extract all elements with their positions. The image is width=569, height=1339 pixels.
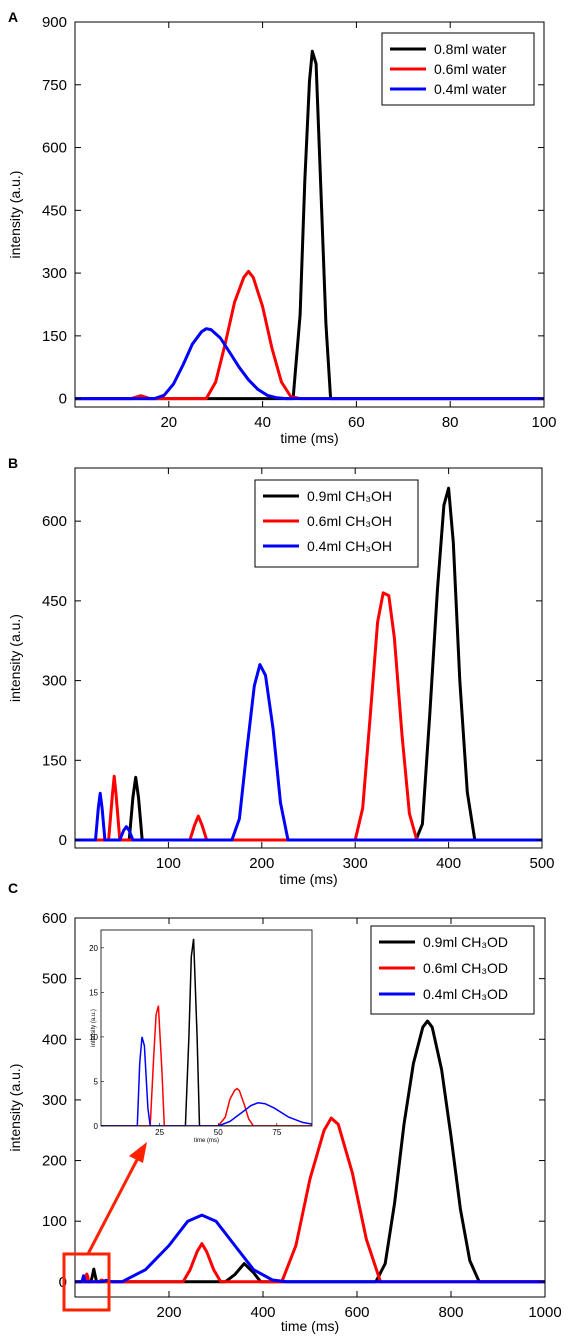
legend-label: 0.9ml CH₃OH	[307, 488, 392, 504]
zoom-highlight-box	[62, 1252, 111, 1312]
x-axis-title: time (ms)	[280, 430, 338, 446]
inset-series-line-3	[101, 1036, 312, 1126]
series-line-3	[75, 1213, 545, 1284]
y-tick-label: 200	[42, 1153, 67, 1170]
panel-B: B 0 150 300 450 600 100 200 300 400 500 time (ms) in…	[7, 455, 555, 887]
y-tick-label: 450	[42, 202, 67, 219]
inset-x-tick-label: 50	[214, 1128, 223, 1137]
x-axis-title: time (ms)	[281, 1318, 339, 1334]
inset-series-line-2	[101, 1005, 312, 1126]
panel-letter: A	[8, 9, 18, 25]
plot-frame	[74, 917, 546, 1298]
x-tick-label: 40	[254, 414, 271, 431]
zoom-annotation	[62, 1142, 147, 1312]
x-tick-label: 20	[160, 414, 177, 431]
legend-label: 0.4ml CH₃OD	[423, 986, 508, 1002]
y-axis-title: intensity (a.u.)	[7, 614, 23, 702]
plot-frame	[74, 21, 545, 408]
x-tick-label: 200	[156, 1304, 181, 1321]
y-tick-label: 100	[42, 1213, 67, 1230]
y-tick-label: 750	[42, 77, 67, 94]
inset-y-axis-title: intensity (a.u.)	[91, 1009, 97, 1047]
zoom-arrow-head	[129, 1142, 147, 1163]
y-axis-title: intensity (a.u.)	[7, 171, 23, 259]
legend-label: 0.9ml CH₃OD	[423, 934, 508, 950]
y-tick-label: 300	[42, 673, 67, 690]
y-tick-label: 400	[42, 1031, 67, 1048]
zoom-arrow-shaft	[86, 1155, 141, 1255]
x-tick-label: 100	[156, 855, 181, 872]
x-tick-label: 400	[250, 1304, 275, 1321]
x-tick-label: 1000	[528, 1304, 561, 1321]
y-tick-label: 600	[42, 140, 67, 157]
panel-C: C 0 100 200 300 400 500 600 200 400 600 800 1000 time…	[7, 880, 562, 1334]
y-tick-label: 300	[42, 1092, 67, 1109]
legend-label: 0.6ml CH₃OH	[307, 513, 392, 529]
panel-A: A 0 150 300 450 600 750 900 20 40 60 80 100 time (ms)…	[7, 9, 557, 446]
series-line-3	[75, 663, 542, 842]
inset-x-tick-label: 75	[272, 1128, 281, 1137]
inset-y-tick-label: 20	[89, 944, 98, 953]
inset-y-tick-label: 15	[89, 988, 98, 997]
y-tick-label: 150	[42, 328, 67, 345]
x-axis-title: time (ms)	[279, 871, 337, 887]
series-line-2	[75, 1116, 545, 1284]
inset-series-line-1	[101, 938, 312, 1126]
y-tick-label: 500	[42, 971, 67, 988]
x-tick-label: 60	[348, 414, 365, 431]
x-tick-label: 100	[531, 414, 556, 431]
inset-x-axis-title: time (ms)	[194, 1138, 219, 1144]
x-tick-label: 400	[436, 855, 461, 872]
panel-letter: B	[8, 455, 18, 471]
series-line-3	[75, 327, 544, 401]
inset-y-tick-label: 0	[94, 1122, 99, 1131]
legend-label: 0.4ml water	[434, 81, 507, 97]
x-tick-label: 800	[438, 1304, 463, 1321]
legend-label: 0.6ml CH₃OD	[423, 960, 508, 976]
y-tick-label: 450	[42, 593, 67, 610]
series-line-1	[75, 1019, 545, 1284]
series-line-1	[75, 486, 542, 842]
plot-frame	[74, 467, 543, 849]
inset-y-tick-label: 5	[94, 1077, 99, 1086]
legend-label: 0.8ml water	[434, 41, 507, 57]
x-tick-label: 80	[442, 414, 459, 431]
series-line-2	[75, 269, 544, 401]
panel-letter: C	[8, 880, 18, 896]
inset-frame	[100, 929, 313, 1127]
x-tick-label: 600	[344, 1304, 369, 1321]
y-tick-label: 0	[59, 391, 67, 408]
inset-background	[90, 925, 315, 1140]
y-tick-label: 0	[59, 832, 67, 849]
y-tick-label: 900	[42, 14, 67, 31]
y-tick-label: 300	[42, 265, 67, 282]
inset-chart: 0 5 10 15 20 25 50 75 time (ms) intensity (a.u.)	[89, 925, 315, 1144]
legend-label: 0.4ml CH₃OH	[307, 538, 392, 554]
inset-y-tick-label: 10	[89, 1033, 98, 1042]
inset-x-tick-label: 25	[155, 1128, 164, 1137]
series-line-2	[75, 591, 542, 842]
y-tick-label: 600	[42, 513, 67, 530]
y-tick-label: 600	[42, 910, 67, 927]
x-tick-label: 300	[343, 855, 368, 872]
y-tick-label: 150	[42, 752, 67, 769]
x-tick-label: 200	[249, 855, 274, 872]
x-tick-label: 500	[529, 855, 554, 872]
legend-label: 0.6ml water	[434, 61, 507, 77]
y-axis-title: intensity (a.u.)	[7, 1064, 23, 1152]
